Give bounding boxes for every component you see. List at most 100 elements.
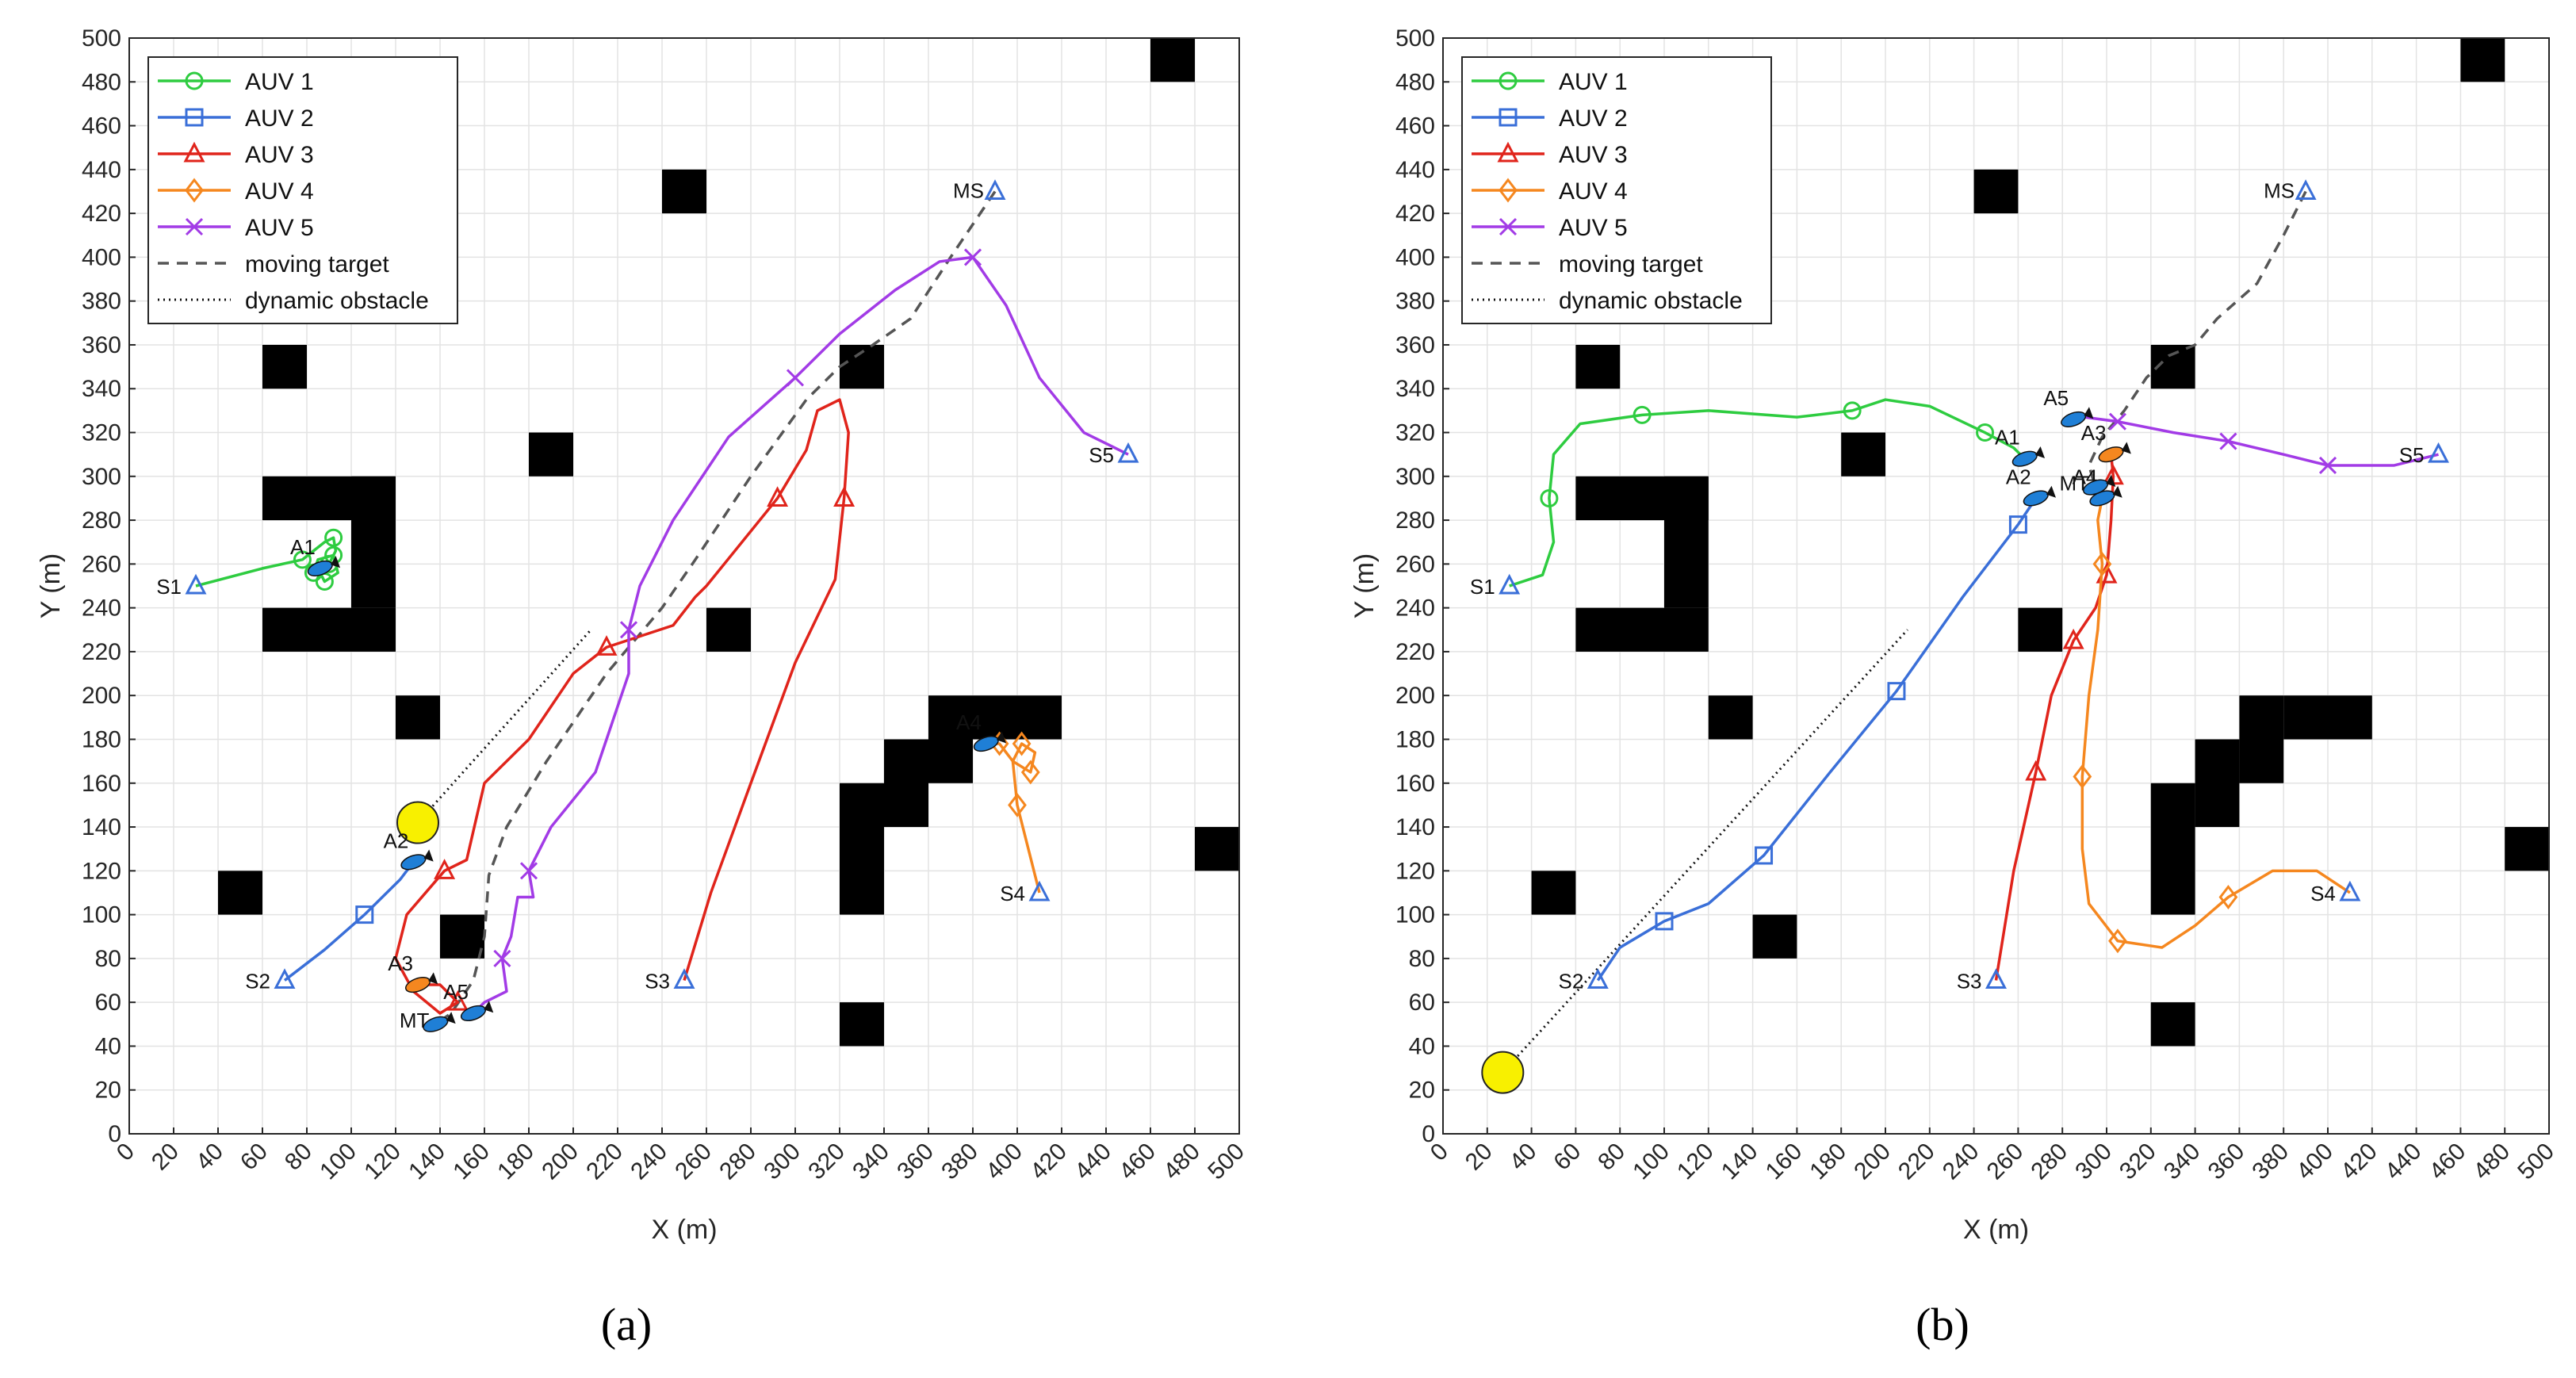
legend-entry: AUV 4 bbox=[158, 178, 314, 205]
marker-auv3 bbox=[446, 989, 469, 1011]
x-tick-label: 280 bbox=[714, 1139, 761, 1185]
legend-label: AUV 3 bbox=[245, 142, 314, 168]
y-tick-label: 40 bbox=[1409, 1033, 1435, 1059]
x-tick-label: 200 bbox=[1849, 1139, 1896, 1185]
legend-marker bbox=[1499, 217, 1518, 236]
obstacle-block bbox=[2150, 1002, 2195, 1047]
marker-auv2 bbox=[1887, 682, 1906, 701]
y-tick-label: 140 bbox=[82, 814, 121, 840]
y-tick-label: 220 bbox=[1395, 639, 1435, 665]
x-tick-label: 360 bbox=[892, 1139, 939, 1185]
obstacles bbox=[1531, 38, 2549, 1047]
target-start-label: MS bbox=[2264, 178, 2295, 202]
x-tick-label: 420 bbox=[1025, 1139, 1072, 1185]
fish-auv2 bbox=[2023, 485, 2057, 507]
start-label-auv2: S2 bbox=[245, 970, 270, 993]
fish-auv3 bbox=[404, 972, 438, 993]
agent-label-auv3: A3 bbox=[2081, 421, 2107, 445]
y-tick-label: 160 bbox=[1395, 771, 1435, 797]
panel-label: (a) bbox=[601, 1299, 652, 1350]
legend-entry: AUV 3 bbox=[1472, 141, 1628, 168]
y-tick-label: 480 bbox=[82, 69, 121, 95]
path-auv4 bbox=[2080, 498, 2351, 949]
marker-auv5 bbox=[493, 949, 511, 967]
x-tick-label: 120 bbox=[1672, 1139, 1719, 1185]
obstacle-block bbox=[2460, 38, 2505, 82]
x-tick-label: 160 bbox=[1761, 1139, 1808, 1185]
obstacle-block bbox=[1752, 914, 1797, 959]
x-tick-label: 60 bbox=[1548, 1139, 1586, 1176]
y-tick-label: 440 bbox=[82, 157, 121, 183]
legend-label: AUV 5 bbox=[245, 215, 314, 241]
marker-auv3 bbox=[833, 486, 855, 507]
legend-marker bbox=[183, 141, 205, 163]
x-tick-label: 220 bbox=[1893, 1139, 1940, 1185]
legend-marker bbox=[185, 217, 204, 236]
x-tick-label: 440 bbox=[2380, 1139, 2427, 1185]
y-tick-label: 180 bbox=[1395, 726, 1435, 752]
fish-auv5 bbox=[2061, 407, 2094, 427]
x-tick-label: 180 bbox=[492, 1139, 539, 1185]
y-tick-label: 40 bbox=[95, 1033, 121, 1059]
y-tick-labels: 0 20 40 60 80 100 120 140 160 180 200 220 240 260 280 3… bbox=[82, 25, 136, 1147]
start-marker-auv2 bbox=[1587, 968, 1609, 989]
obstacle-block bbox=[1575, 344, 1621, 389]
obstacle-block bbox=[440, 914, 484, 959]
x-tick-label: 480 bbox=[1158, 1139, 1205, 1185]
marker-auv1 bbox=[1632, 405, 1652, 424]
obstacle-block bbox=[262, 344, 307, 389]
obstacle-block bbox=[2283, 695, 2372, 740]
y-tick-label: 380 bbox=[82, 289, 121, 315]
legend-label: AUV 5 bbox=[1559, 215, 1628, 241]
y-tick-label: 120 bbox=[1395, 858, 1435, 884]
y-tick-label: 480 bbox=[1395, 69, 1435, 95]
legend-marker bbox=[1499, 108, 1518, 127]
x-tick-label: 160 bbox=[448, 1139, 495, 1185]
target-start-marker bbox=[2295, 179, 2317, 200]
marker-auv1 bbox=[293, 550, 312, 569]
x-tick-label: 320 bbox=[803, 1139, 850, 1185]
marker-auv1 bbox=[324, 528, 343, 547]
fish-auv5 bbox=[460, 1001, 494, 1022]
x-tick-label: 260 bbox=[670, 1139, 717, 1185]
marker-auv1 bbox=[1976, 423, 1995, 442]
series-auv3: S3 A3 bbox=[1957, 421, 2131, 993]
y-tick-label: 500 bbox=[1395, 25, 1435, 52]
marker-auv5 bbox=[619, 621, 638, 639]
marker-auv4 bbox=[1008, 792, 1027, 817]
y-tick-label: 20 bbox=[1409, 1078, 1435, 1104]
path-auv1 bbox=[1509, 398, 2027, 588]
y-tick-label: 80 bbox=[95, 946, 121, 972]
y-tick-labels: 0 20 40 60 80 100 120 140 160 180 200 220 240 260 280 3… bbox=[1395, 25, 1449, 1147]
marker-auv1 bbox=[1540, 488, 1559, 507]
marker-auv3 bbox=[595, 635, 618, 656]
series-auv3: S3 A3 bbox=[388, 398, 855, 1015]
y-tick-label: 360 bbox=[82, 332, 121, 358]
y-tick-label: 360 bbox=[1395, 332, 1435, 358]
fish-moving-target bbox=[423, 1012, 456, 1032]
legend-entry: AUV 5 bbox=[1472, 215, 1628, 241]
obstacle-block bbox=[396, 695, 440, 740]
legend-label: AUV 1 bbox=[1559, 69, 1628, 95]
x-tick-label: 140 bbox=[404, 1139, 450, 1185]
y-tick-label: 200 bbox=[1395, 683, 1435, 709]
marker-auv4 bbox=[1012, 731, 1032, 756]
marker-auv2 bbox=[355, 905, 374, 924]
x-tick-label: 40 bbox=[191, 1139, 228, 1176]
target-end-label: MT bbox=[2060, 472, 2090, 496]
fish-auv1 bbox=[307, 556, 341, 576]
x-tick-label: 480 bbox=[2468, 1139, 2515, 1185]
x-tick-label: 200 bbox=[537, 1139, 584, 1185]
obstacles bbox=[218, 38, 1239, 1047]
legend-entry: moving target bbox=[1472, 251, 1703, 278]
x-tick-label: 300 bbox=[759, 1139, 806, 1185]
series-auv1: S1 A1 bbox=[156, 528, 343, 599]
dynamic-obstacle-ball bbox=[396, 801, 439, 844]
legend-label: AUV 1 bbox=[245, 69, 314, 95]
dynamic-obstacle-ball bbox=[1481, 1051, 1525, 1094]
obstacle-block bbox=[351, 476, 396, 608]
fish-auv4 bbox=[973, 731, 1007, 752]
x-tick-label: 500 bbox=[2513, 1139, 2559, 1185]
agent-label-auv5: A5 bbox=[2043, 386, 2069, 410]
obstacle-block bbox=[706, 607, 751, 652]
